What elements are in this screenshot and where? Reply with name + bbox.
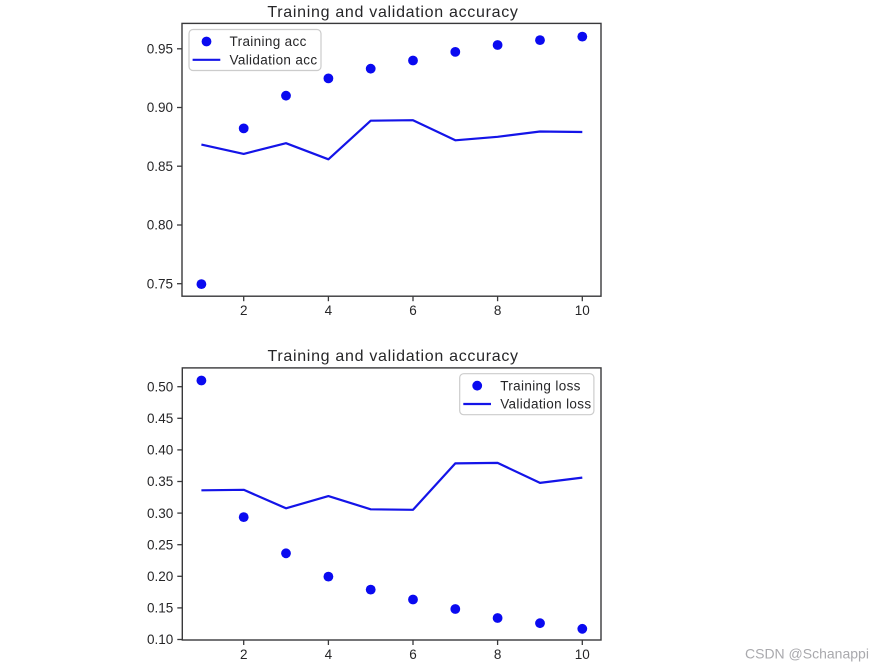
svg-text:4: 4 [325,647,333,662]
svg-text:0.15: 0.15 [147,601,173,616]
svg-text:0.95: 0.95 [147,42,173,57]
svg-text:CSDN @Schanappi: CSDN @Schanappi [745,646,869,662]
svg-text:Training acc: Training acc [230,34,307,49]
svg-text:Training loss: Training loss [500,378,581,393]
svg-text:0.40: 0.40 [147,443,173,458]
svg-text:6: 6 [409,647,417,662]
svg-text:10: 10 [575,647,590,662]
svg-text:8: 8 [494,647,502,662]
svg-text:0.30: 0.30 [147,506,173,521]
svg-text:0.10: 0.10 [147,632,173,647]
svg-text:0.35: 0.35 [147,474,173,489]
svg-text:Training and validation accura: Training and validation accuracy [267,348,518,365]
svg-text:0.20: 0.20 [147,569,173,584]
svg-text:0.90: 0.90 [147,100,173,115]
svg-text:0.50: 0.50 [147,379,173,394]
svg-text:2: 2 [240,303,248,318]
svg-text:0.85: 0.85 [147,159,173,174]
svg-text:0.45: 0.45 [147,411,173,426]
svg-text:0.80: 0.80 [147,218,173,233]
svg-text:Training and validation accura: Training and validation accuracy [267,4,518,21]
svg-text:6: 6 [409,303,417,318]
svg-text:4: 4 [325,303,333,318]
svg-text:8: 8 [494,303,502,318]
svg-text:2: 2 [240,647,248,662]
svg-text:0.75: 0.75 [147,276,173,291]
svg-text:Validation loss: Validation loss [500,397,591,412]
svg-text:Validation acc: Validation acc [230,53,318,68]
svg-text:10: 10 [575,303,590,318]
svg-text:0.25: 0.25 [147,537,173,552]
